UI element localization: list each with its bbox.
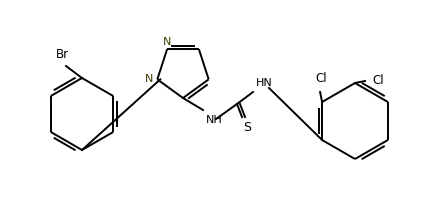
Text: S: S (243, 121, 251, 134)
Text: NH: NH (206, 115, 223, 125)
Text: Cl: Cl (315, 72, 327, 85)
Text: Br: Br (55, 48, 68, 61)
Text: HN: HN (256, 78, 273, 88)
Text: Cl: Cl (372, 74, 384, 87)
Text: N: N (163, 37, 171, 47)
Text: N: N (145, 74, 154, 84)
